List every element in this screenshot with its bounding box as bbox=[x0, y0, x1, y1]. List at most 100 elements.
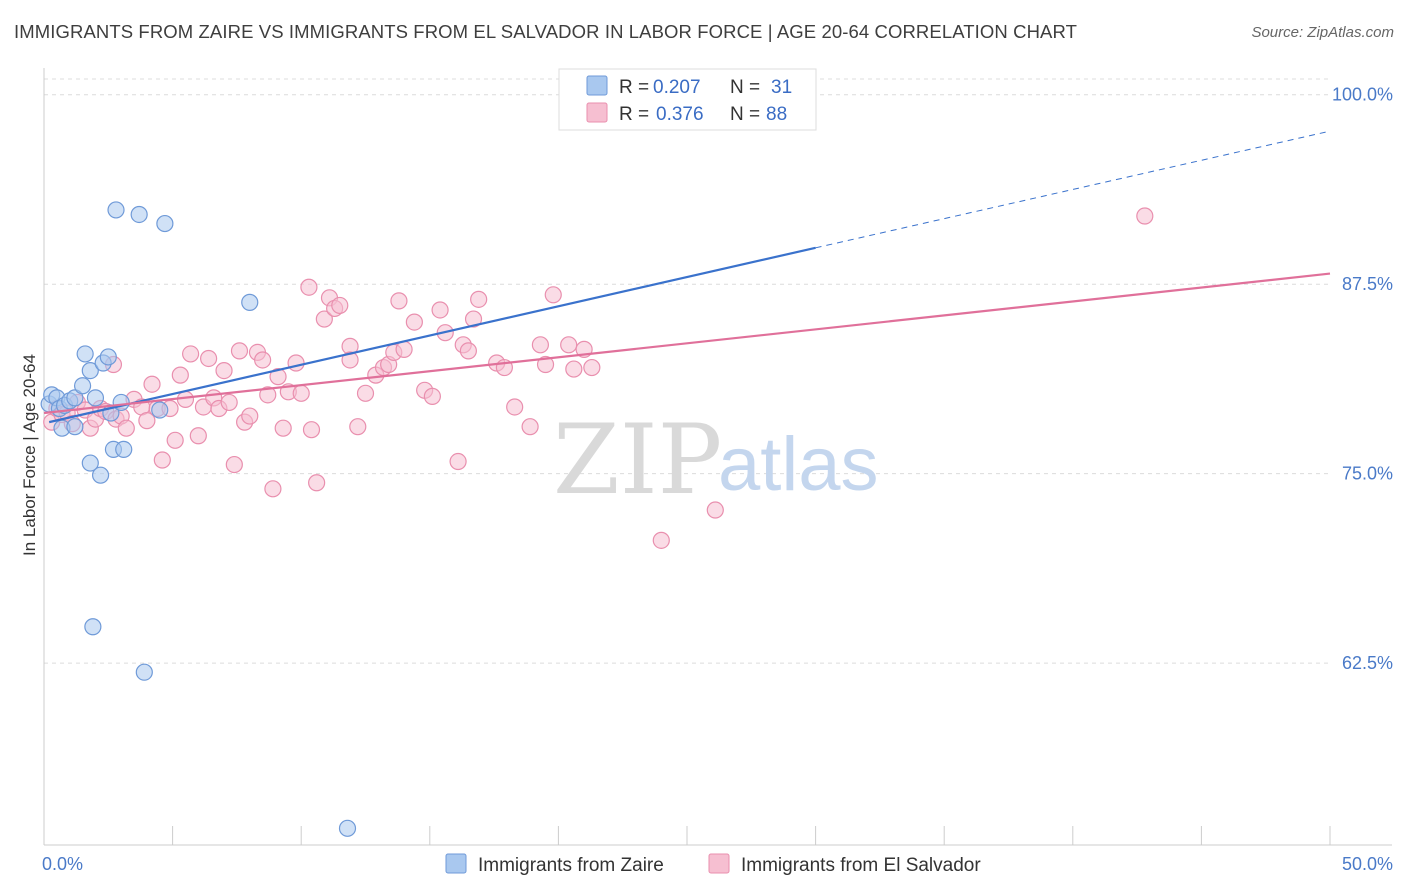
point-salvador bbox=[138, 412, 156, 430]
point-zaire bbox=[66, 418, 84, 436]
point-salvador bbox=[200, 349, 218, 368]
point-zaire bbox=[84, 618, 102, 636]
point-salvador bbox=[390, 292, 408, 310]
point-salvador bbox=[1136, 207, 1154, 225]
gridlines bbox=[44, 78, 1330, 664]
point-salvador bbox=[308, 474, 326, 492]
point-zaire bbox=[135, 663, 153, 681]
point-salvador bbox=[189, 427, 207, 445]
point-salvador bbox=[506, 398, 524, 416]
point-salvador bbox=[220, 393, 238, 412]
point-salvador bbox=[182, 345, 200, 363]
point-salvador bbox=[274, 419, 292, 437]
point-salvador bbox=[315, 310, 333, 328]
point-salvador bbox=[565, 360, 583, 378]
trend-line-salvador bbox=[43, 272, 1331, 415]
point-salvador bbox=[349, 418, 367, 436]
point-salvador bbox=[215, 361, 233, 380]
legend-r-value-salvador: 0.376 bbox=[656, 104, 704, 125]
legend-swatch-zaire bbox=[586, 75, 608, 96]
point-zaire bbox=[130, 205, 148, 224]
point-salvador bbox=[287, 354, 305, 372]
point-salvador bbox=[302, 421, 321, 439]
legend-r-label-zaire: R = bbox=[619, 77, 649, 98]
series-legend-label-salvador: Immigrants from El Salvador bbox=[741, 855, 981, 876]
point-salvador bbox=[449, 452, 467, 471]
y-axis-label: In Labor Force | Age 20-64 bbox=[20, 354, 39, 556]
point-salvador bbox=[241, 407, 259, 425]
point-salvador bbox=[341, 351, 359, 369]
point-salvador bbox=[652, 531, 670, 549]
point-salvador bbox=[153, 451, 171, 469]
trend-lines bbox=[43, 130, 1331, 424]
point-salvador bbox=[405, 313, 423, 331]
series-legend-swatch-salvador bbox=[708, 853, 730, 874]
point-salvador bbox=[117, 419, 135, 437]
trend-line-zaire bbox=[48, 246, 816, 424]
point-salvador bbox=[536, 355, 555, 374]
axes bbox=[43, 68, 1392, 846]
legend-n-label-zaire: N = bbox=[730, 77, 760, 98]
watermark-atlas: atlas bbox=[718, 422, 879, 507]
legend-r-label-salvador: R = bbox=[619, 104, 649, 125]
point-salvador bbox=[171, 366, 189, 384]
point-zaire bbox=[338, 819, 357, 837]
points-zaire bbox=[40, 80, 717, 837]
point-salvador bbox=[292, 384, 310, 402]
point-salvador bbox=[431, 301, 449, 319]
point-salvador bbox=[225, 455, 243, 474]
watermark: ZIP atlas bbox=[553, 404, 879, 516]
point-salvador bbox=[300, 278, 318, 296]
correlation-legend: R = 0.207 N = 31 R = 0.376 N = 88 bbox=[558, 68, 817, 131]
point-salvador bbox=[264, 480, 282, 498]
point-salvador bbox=[143, 375, 161, 393]
legend-n-label-salvador: N = bbox=[730, 104, 760, 125]
point-salvador bbox=[356, 384, 375, 402]
point-zaire bbox=[99, 348, 117, 366]
y-tick-labels: 62.5% 75.0% 87.5% 100.0% bbox=[1332, 85, 1393, 673]
legend-n-value-salvador: 88 bbox=[766, 104, 787, 125]
point-zaire bbox=[76, 345, 94, 363]
point-zaire bbox=[156, 214, 174, 233]
point-salvador bbox=[331, 296, 349, 315]
point-salvador bbox=[531, 336, 549, 354]
series-legend-swatch-zaire bbox=[445, 853, 467, 874]
point-salvador bbox=[230, 342, 249, 360]
point-salvador bbox=[544, 286, 562, 304]
y-tick-label: 75.0% bbox=[1342, 464, 1393, 484]
point-zaire bbox=[241, 293, 259, 311]
y-tick-label: 100.0% bbox=[1332, 85, 1393, 105]
point-zaire bbox=[81, 361, 99, 380]
x-tick-label-min: 0.0% bbox=[42, 854, 83, 874]
legend-swatch-salvador bbox=[586, 102, 608, 123]
point-salvador bbox=[470, 290, 488, 308]
point-zaire bbox=[73, 377, 92, 395]
y-tick-label: 62.5% bbox=[1342, 653, 1393, 673]
watermark-zip: ZIP bbox=[553, 404, 722, 516]
point-salvador bbox=[464, 310, 483, 328]
point-zaire bbox=[86, 389, 105, 407]
point-zaire bbox=[107, 201, 125, 219]
x-tick-labels: 0.0% 50.0% bbox=[42, 854, 1393, 874]
point-salvador bbox=[706, 501, 724, 519]
series-legend: Immigrants from Zaire Immigrants from El… bbox=[445, 853, 981, 876]
point-zaire bbox=[66, 389, 84, 407]
point-zaire bbox=[81, 454, 99, 472]
x-tick-label-max: 50.0% bbox=[1342, 854, 1393, 874]
chart-title: IMMIGRANTS FROM ZAIRE VS IMMIGRANTS FROM… bbox=[14, 21, 1077, 42]
point-salvador bbox=[423, 387, 441, 405]
point-salvador bbox=[560, 336, 578, 354]
point-salvador bbox=[259, 386, 277, 404]
chart-source: Source: ZipAtlas.com bbox=[1251, 24, 1394, 41]
point-salvador bbox=[583, 358, 601, 377]
point-salvador bbox=[166, 431, 184, 449]
point-salvador bbox=[521, 418, 539, 436]
series-legend-label-zaire: Immigrants from Zaire bbox=[478, 855, 664, 876]
point-salvador bbox=[269, 368, 287, 386]
point-salvador bbox=[459, 342, 477, 360]
legend-n-value-zaire: 31 bbox=[771, 77, 792, 98]
point-zaire bbox=[91, 466, 110, 484]
y-tick-label: 87.5% bbox=[1342, 274, 1393, 294]
trend-extension-zaire bbox=[815, 130, 1331, 249]
